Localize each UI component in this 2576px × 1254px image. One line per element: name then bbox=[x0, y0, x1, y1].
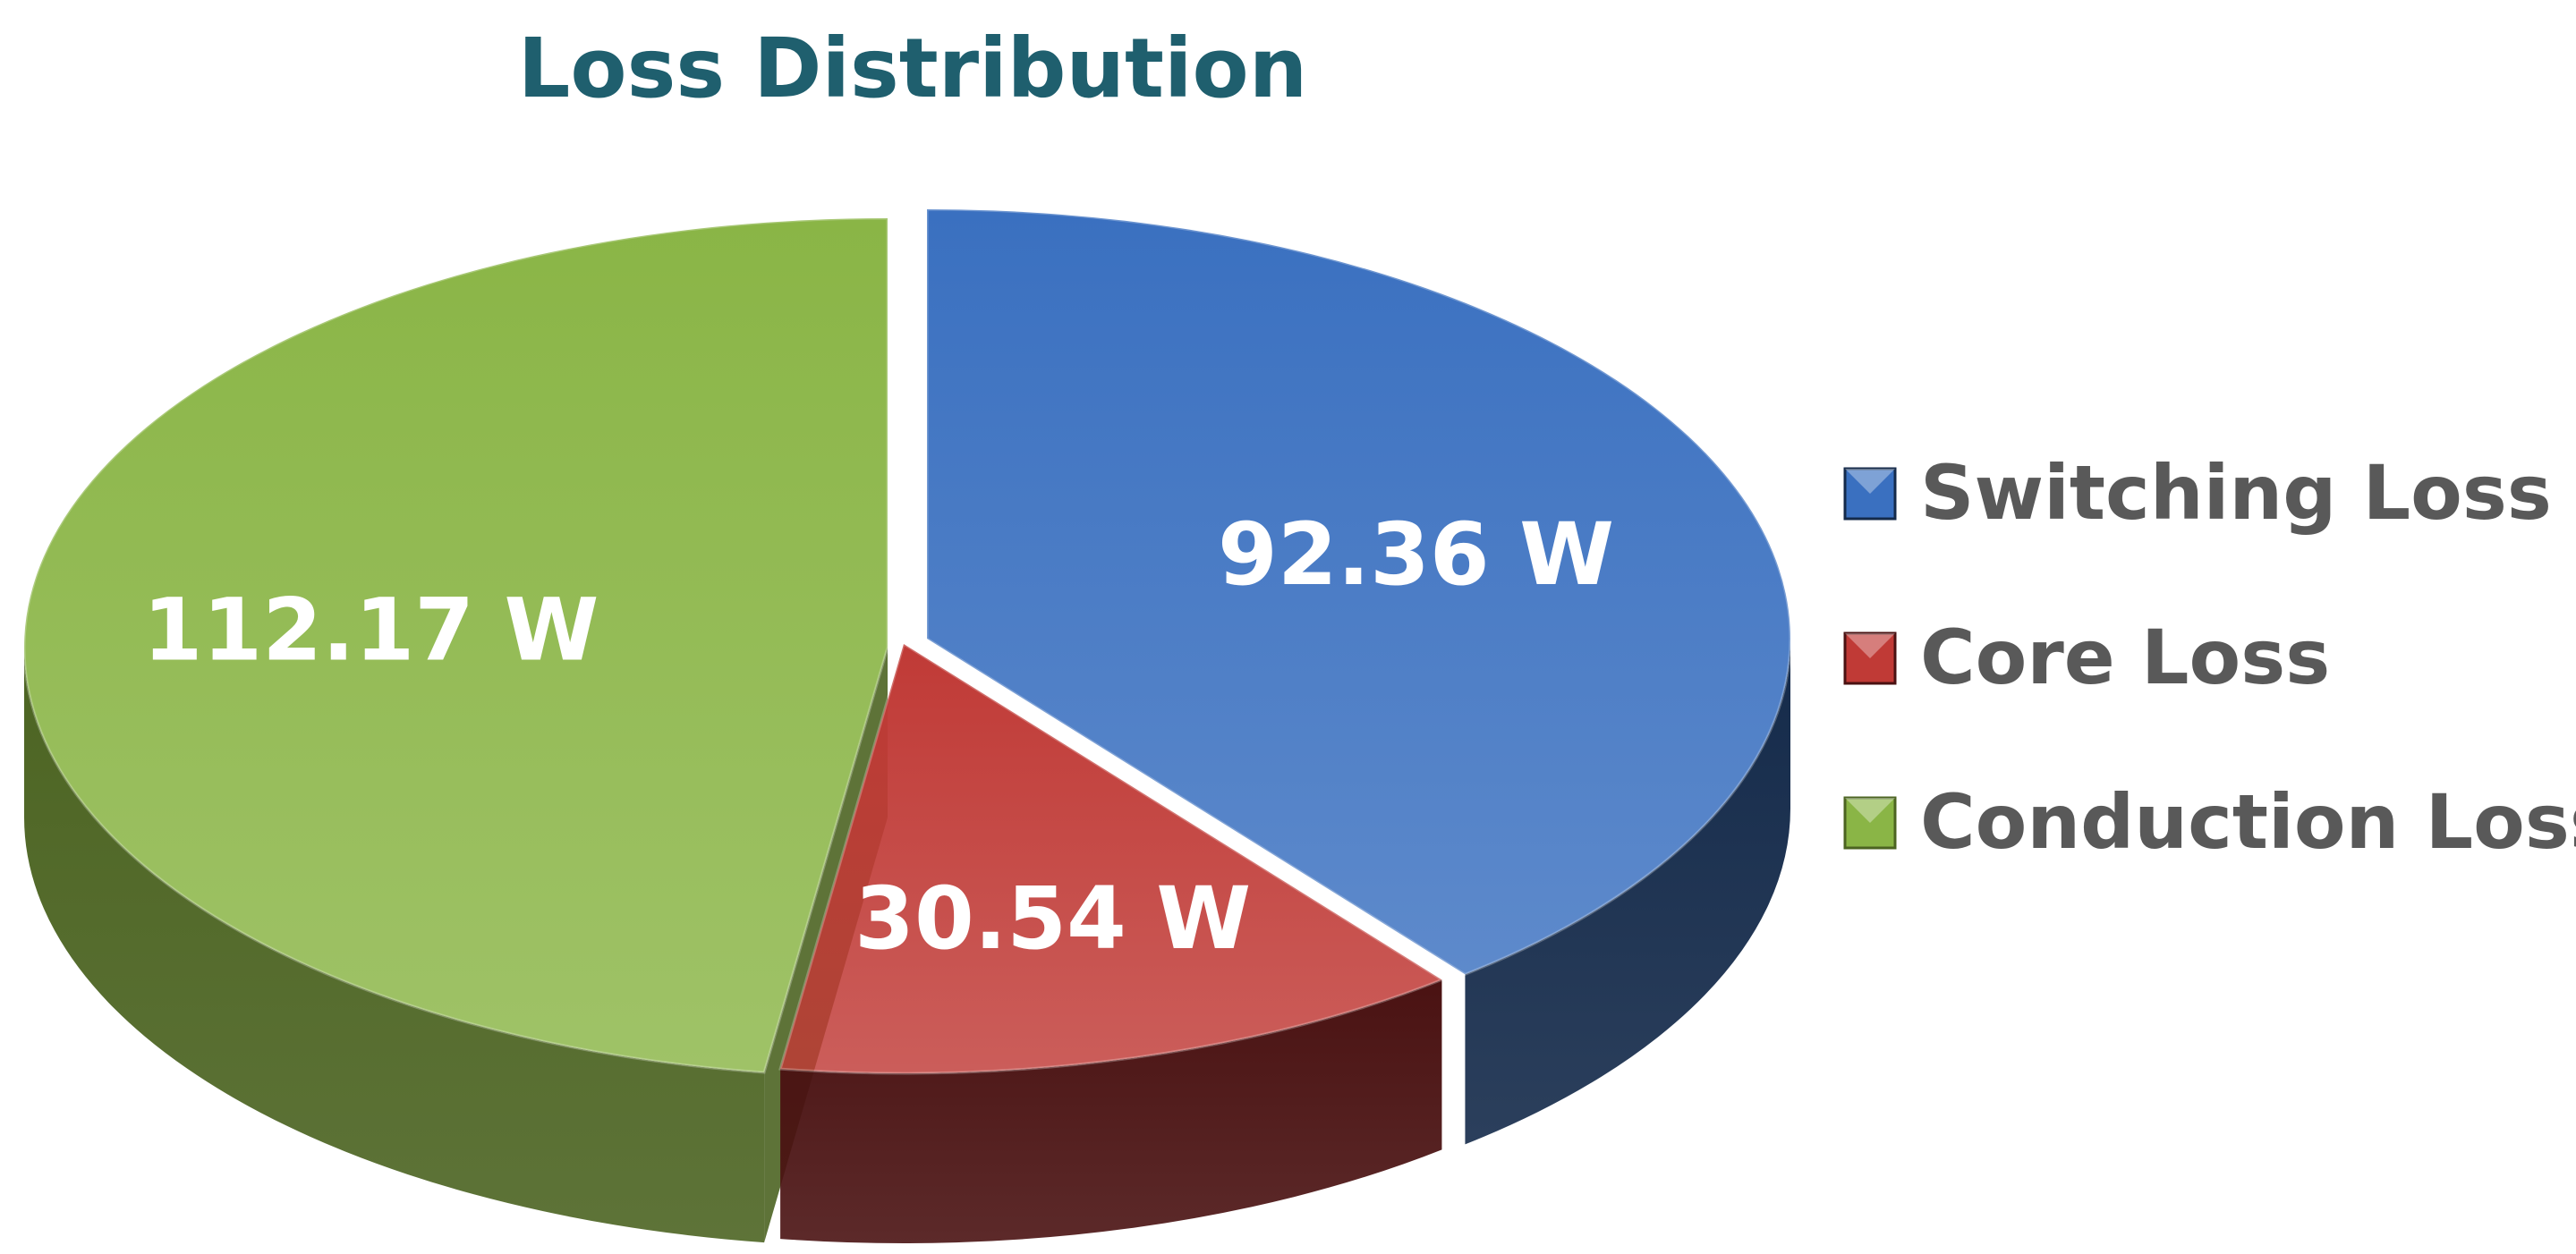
legend-swatch bbox=[1843, 796, 1897, 850]
legend-label: Switching Loss bbox=[1920, 449, 2552, 537]
legend-label: Conduction Loss bbox=[1920, 778, 2576, 866]
legend-swatch-highlight bbox=[1845, 469, 1895, 494]
data-label-core-loss: 30.54 W bbox=[854, 868, 1251, 969]
legend-item-conduction-loss: Conduction Loss bbox=[1843, 778, 2576, 866]
pie-slice-core-loss bbox=[778, 641, 1445, 1075]
pie-side-core-loss bbox=[780, 979, 1442, 1243]
pie-side-switching-loss bbox=[1465, 639, 1790, 1145]
pie-data-labels: 92.36 W 30.54 W 112.17 W bbox=[143, 504, 1614, 969]
legend-swatch bbox=[1843, 631, 1897, 685]
legend-swatch bbox=[1843, 467, 1897, 521]
legend-swatch-highlight bbox=[1845, 633, 1895, 658]
chart-title: Loss Distribution bbox=[518, 21, 1308, 116]
chart-legend: Switching Loss Core Loss Conduction Loss bbox=[1843, 449, 2576, 866]
legend-item-switching-loss: Switching Loss bbox=[1843, 449, 2552, 537]
data-label-conduction-loss: 112.17 W bbox=[143, 580, 599, 680]
legend-item-core-loss: Core Loss bbox=[1843, 614, 2330, 701]
legend-label: Core Loss bbox=[1920, 614, 2330, 701]
pie-slice-switching-loss bbox=[925, 208, 1792, 977]
legend-swatch-highlight bbox=[1845, 798, 1895, 823]
data-label-switching-loss: 92.36 W bbox=[1218, 504, 1614, 605]
pie-slices bbox=[22, 208, 1792, 1075]
pie-slice-conduction-loss bbox=[22, 216, 889, 1074]
pie-side-conduction-loss bbox=[24, 648, 765, 1243]
